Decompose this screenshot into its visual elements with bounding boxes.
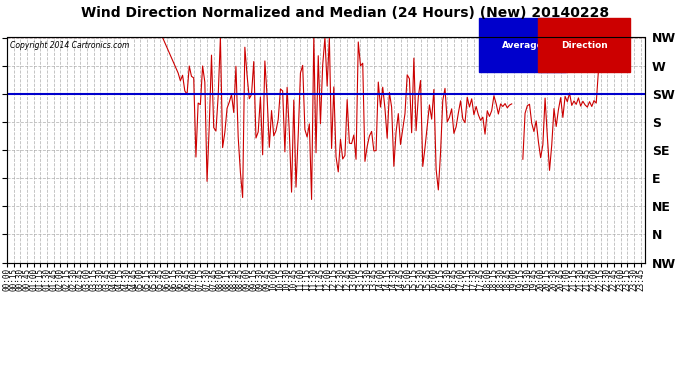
Text: Direction: Direction xyxy=(561,41,608,50)
Text: Wind Direction Normalized and Median (24 Hours) (New) 20140228: Wind Direction Normalized and Median (24… xyxy=(81,6,609,20)
Text: Copyright 2014 Cartronics.com: Copyright 2014 Cartronics.com xyxy=(10,41,130,50)
Text: Average: Average xyxy=(502,41,543,50)
